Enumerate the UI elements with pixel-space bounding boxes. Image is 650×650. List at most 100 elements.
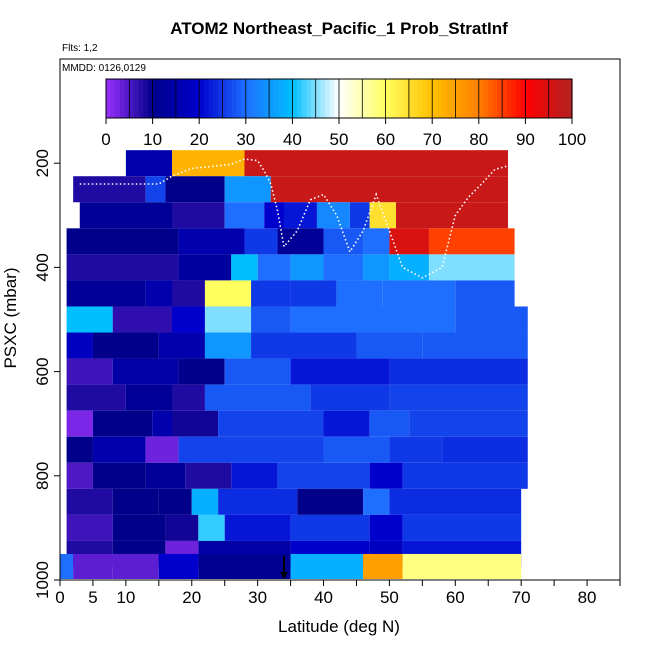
colorbar-swatch: [315, 79, 321, 118]
heatmap-cell: [92, 410, 153, 437]
heatmap-cell: [204, 306, 252, 333]
colorbar-swatch: [562, 79, 568, 118]
colorbar-tick-label: 30: [236, 130, 255, 149]
colorbar-tick-label: 80: [469, 130, 488, 149]
colorbar-swatch: [213, 79, 219, 118]
heatmap-cell: [455, 280, 515, 307]
colorbar-swatch: [283, 79, 289, 118]
colorbar-swatch: [306, 79, 312, 118]
heatmap-cell: [369, 514, 403, 541]
heatmap-cell: [224, 358, 291, 385]
heatmap-cell: [290, 306, 357, 333]
colorbar-tick-label: 60: [376, 130, 395, 149]
colorbar-swatch: [166, 79, 172, 118]
heatmap-cell: [158, 488, 192, 515]
colorbar-swatch: [422, 79, 429, 118]
colorbar-swatch: [492, 79, 499, 118]
colorbar-swatch: [194, 79, 200, 118]
colorbar-swatch: [119, 79, 126, 118]
colorbar-swatch: [460, 79, 466, 118]
colorbar-swatch: [297, 79, 303, 118]
colorbar-swatch: [530, 79, 536, 118]
colorbar-swatch: [362, 79, 368, 118]
heatmap-cell: [125, 150, 172, 177]
colorbar-swatch: [520, 79, 526, 118]
x-tick-label: 20: [182, 588, 201, 607]
heatmap-cell: [66, 514, 113, 541]
colorbar-swatch: [133, 79, 140, 118]
colorbar-swatch: [269, 79, 275, 118]
heatmap-cell: [145, 462, 186, 489]
colorbar-swatch: [124, 79, 130, 118]
flight-marker-arrow: [280, 556, 288, 579]
colorbar-swatch: [418, 79, 424, 118]
colorbar-swatch: [343, 79, 349, 118]
heatmap-cell: [191, 488, 219, 515]
colorbar-swatch: [408, 79, 415, 118]
heatmap-cell: [402, 514, 522, 541]
heatmap-cell: [396, 202, 508, 229]
heatmap-cell: [198, 553, 291, 579]
heatmap-cell: [244, 150, 508, 177]
heatmap-cell: [231, 254, 258, 281]
x-tick-label: 5: [88, 588, 97, 607]
heatmap-cell: [389, 384, 528, 411]
heatmap-cell: [290, 514, 370, 541]
colorbar-swatch: [441, 79, 447, 118]
colorbar-swatch: [334, 79, 340, 118]
heatmap-cell: [172, 280, 205, 307]
plot-frame: [59, 58, 621, 581]
heatmap-cell: [73, 553, 113, 579]
colorbar-swatch: [558, 79, 564, 118]
heatmap-cell: [402, 462, 528, 489]
heatmap-cell: [178, 254, 232, 281]
heatmap-cell: [145, 280, 172, 307]
heatmap-cell: [389, 358, 528, 385]
heatmap-cell: [92, 462, 146, 489]
colorbar-swatch: [115, 79, 121, 118]
colorbar-swatch: [488, 79, 494, 118]
colorbar-swatch: [516, 79, 522, 118]
heatmap-cell: [185, 462, 232, 489]
colorbar-swatch: [469, 79, 475, 118]
heatmap-cell: [66, 384, 126, 411]
colorbar-tick-label: 20: [190, 130, 209, 149]
heatmap-cell: [244, 228, 278, 255]
x-tick-label: 40: [314, 588, 333, 607]
y-tick-label: 1000: [33, 561, 52, 599]
heatmap-cell: [224, 176, 271, 203]
x-axis-label: Latitude (deg N): [278, 617, 400, 636]
heatmap-cell: [66, 254, 179, 281]
heatmap-cells: [60, 150, 528, 579]
colorbar-swatch: [264, 79, 270, 118]
colorbar-swatch: [222, 79, 228, 118]
colorbar-swatch: [189, 79, 196, 118]
colorbar-swatch: [427, 79, 433, 118]
heatmap-cell: [382, 280, 456, 307]
y-tick-label: 400: [33, 253, 52, 281]
heatmap-cell: [251, 280, 291, 307]
colorbar-swatch: [259, 79, 266, 118]
colorbar-swatch: [161, 79, 168, 118]
heatmap-cell: [73, 176, 146, 203]
colorbar-swatch: [404, 79, 410, 118]
heatmap-cell: [112, 488, 159, 515]
heatmap-cell: [112, 306, 172, 333]
heatmap-cell: [363, 553, 403, 579]
heatmap-cell: [158, 332, 205, 359]
heatmap-cell: [66, 436, 93, 463]
colorbar-swatch: [147, 79, 154, 118]
heatmap-cell: [323, 436, 390, 463]
colorbar-swatch: [245, 79, 252, 118]
heatmap-cell: [178, 436, 324, 463]
heatmap-cell: [178, 358, 225, 385]
heatmap-cell: [455, 306, 528, 333]
heatmap-cell: [172, 410, 219, 437]
colorbar-swatch: [236, 79, 242, 118]
heatmap-cell: [79, 202, 172, 229]
heatmap-cell: [389, 488, 522, 515]
colorbar-swatch: [506, 79, 513, 118]
colorbar-swatch: [301, 79, 307, 118]
colorbar-swatch: [567, 79, 573, 118]
heatmap-cell: [290, 280, 337, 307]
